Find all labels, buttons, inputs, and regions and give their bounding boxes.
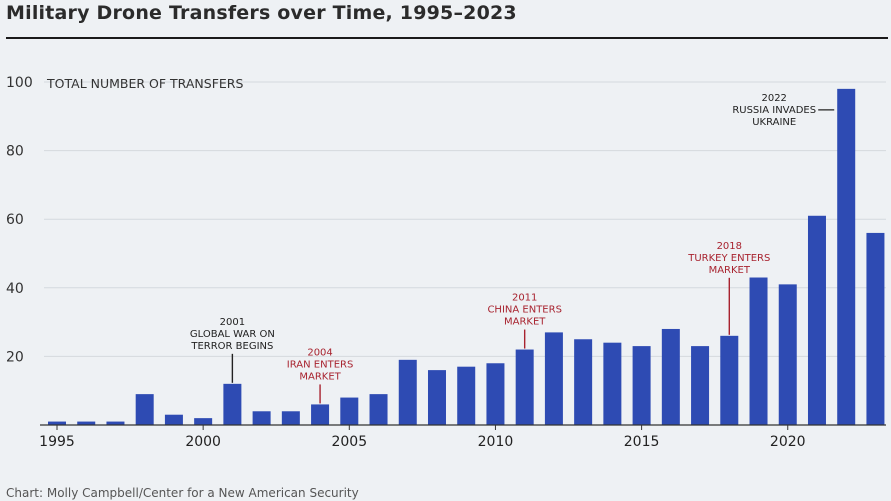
annotation-2022-line-2: RUSSIA INVADES bbox=[732, 105, 816, 116]
x-tick-label-2005: 2005 bbox=[331, 434, 367, 450]
bar-1996 bbox=[77, 421, 96, 425]
bar-2013 bbox=[574, 339, 593, 425]
grid-layer bbox=[44, 81, 886, 357]
title-divider bbox=[6, 37, 888, 39]
annotation-2011-line-3: MARKET bbox=[504, 317, 546, 328]
annotation-2004-line-3: MARKET bbox=[299, 371, 341, 382]
bar-1997 bbox=[106, 421, 125, 425]
bar-2000 bbox=[194, 418, 213, 425]
annotation-2004-line-2: IRAN ENTERS bbox=[287, 359, 354, 370]
bar-2022 bbox=[837, 88, 856, 426]
x-tick-label-1995: 1995 bbox=[39, 434, 75, 450]
bar-2019 bbox=[749, 277, 768, 425]
annotation-2004-line-1: 2004 bbox=[307, 347, 332, 358]
annotation-2018-line-2: TURKEY ENTERS bbox=[687, 253, 770, 264]
bar-2018 bbox=[720, 335, 739, 425]
bar-2015 bbox=[632, 346, 651, 425]
axis-layer: 20 40 60 80 100 1995 2000 2005 2010 2015 2020 bbox=[6, 75, 886, 450]
bar-2020 bbox=[778, 284, 797, 425]
bars-layer bbox=[48, 88, 885, 426]
bar-2006 bbox=[369, 394, 388, 425]
bar-2005 bbox=[340, 397, 359, 425]
annotation-2011-line-2: CHINA ENTERS bbox=[487, 305, 561, 316]
annotation-2011-line-1: 2011 bbox=[512, 293, 537, 304]
bar-2016 bbox=[661, 328, 680, 425]
bar-2008 bbox=[427, 370, 446, 425]
bar-2002 bbox=[252, 411, 271, 425]
bar-1999 bbox=[164, 414, 183, 425]
annotation-2001-line-1: 2001 bbox=[220, 317, 245, 328]
y-tick-label-100: 100 bbox=[6, 75, 33, 91]
bar-1998 bbox=[135, 394, 154, 425]
chart-title: Military Drone Transfers over Time, 1995… bbox=[6, 2, 517, 24]
x-tick-label-2010: 2010 bbox=[478, 434, 514, 450]
bar-2023 bbox=[866, 232, 885, 425]
bar-2003 bbox=[281, 411, 300, 425]
x-tick-label-2015: 2015 bbox=[624, 434, 660, 450]
x-tick-label-2000: 2000 bbox=[185, 434, 221, 450]
annotation-2022-line-1: 2022 bbox=[761, 93, 786, 104]
bar-2007 bbox=[398, 359, 417, 425]
bar-2004 bbox=[311, 404, 330, 425]
annotation-2001-line-3: TERROR BEGINS bbox=[190, 341, 273, 352]
annotation-2001-line-2: GLOBAL WAR ON bbox=[190, 329, 275, 340]
bar-2012 bbox=[544, 332, 563, 425]
annotation-2022-line-3: UKRAINE bbox=[752, 117, 796, 128]
bar-2021 bbox=[807, 215, 826, 425]
bar-2011 bbox=[515, 349, 534, 425]
y-tick-label-40: 40 bbox=[6, 281, 24, 297]
chart-credit: Chart: Molly Campbell/Center for a New A… bbox=[6, 486, 359, 500]
annotation-2018-line-3: MARKET bbox=[709, 265, 751, 276]
y-axis-label: TOTAL NUMBER OF TRANSFERS bbox=[46, 76, 243, 91]
bar-2001 bbox=[223, 383, 242, 425]
y-tick-label-60: 60 bbox=[6, 212, 24, 228]
bar-2010 bbox=[486, 363, 505, 425]
y-tick-label-20: 20 bbox=[6, 349, 24, 365]
annotation-2018-line-1: 2018 bbox=[717, 241, 742, 252]
bar-2014 bbox=[603, 342, 622, 425]
y-tick-label-80: 80 bbox=[6, 144, 24, 160]
x-tick-label-2020: 2020 bbox=[770, 434, 806, 450]
bar-2009 bbox=[457, 366, 476, 425]
bar-2017 bbox=[691, 346, 710, 425]
bar-1995 bbox=[48, 421, 66, 425]
